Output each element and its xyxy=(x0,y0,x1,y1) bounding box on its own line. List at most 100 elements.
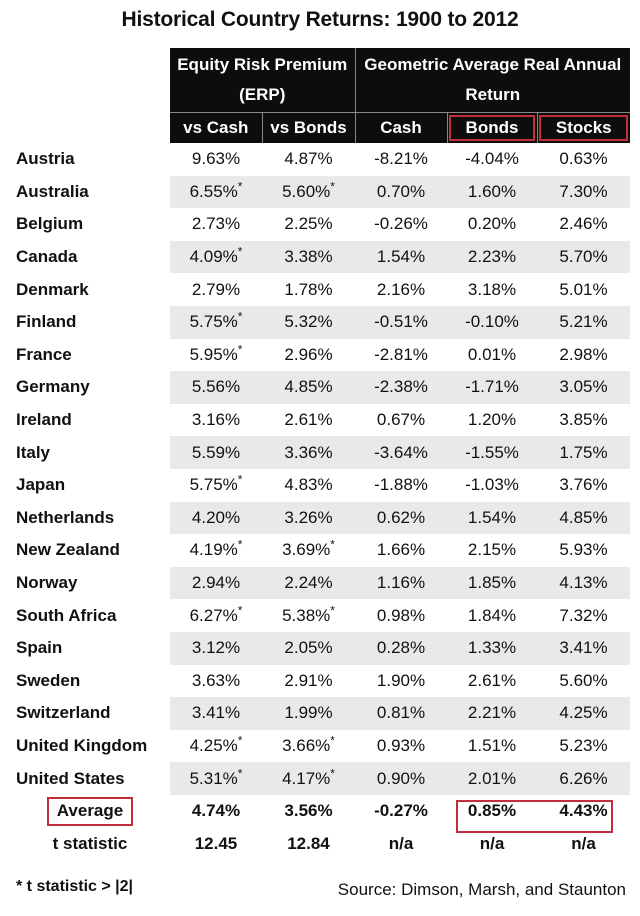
cell-bonds: 1.51% xyxy=(447,730,537,763)
country-name: Italy xyxy=(16,442,51,462)
cell-value: 1.66% xyxy=(376,540,426,560)
cell-vs-bonds: 4.85% xyxy=(262,371,355,404)
country-name: Japan xyxy=(16,475,66,495)
cell-vs-bonds: 2.24% xyxy=(262,566,355,600)
cell-stocks: 1.75% xyxy=(537,436,631,469)
cell-value: 2.61% xyxy=(467,670,517,690)
significance-star: * xyxy=(237,179,243,194)
cell-stocks: 3.05% xyxy=(537,371,631,404)
cell-cash: -0.51% xyxy=(355,305,447,339)
country-name: Germany xyxy=(16,377,90,397)
cell-cash: 0.62% xyxy=(355,501,447,535)
cell-value: 6.55% xyxy=(189,181,238,201)
cell-vs-bonds: 2.96% xyxy=(262,339,355,372)
table-row: Norway 2.94% 2.24% 1.16% 1.85% 4.13% xyxy=(10,566,631,600)
cell-value: 5.32% xyxy=(284,312,333,332)
country-name: Ireland xyxy=(16,410,72,430)
country-name: Australia xyxy=(16,181,89,201)
cell-vs-cash: 6.55%* xyxy=(170,175,262,209)
cell-value: 5.21% xyxy=(559,312,608,332)
table-row: France 5.95%* 2.96% -2.81% 0.01% 2.98% xyxy=(10,339,630,372)
cell-stocks: 3.76% xyxy=(537,469,630,502)
cell-value: -0.10% xyxy=(465,312,519,332)
cell-value: 5.38% xyxy=(282,605,331,625)
cell-value: 2.21% xyxy=(467,703,517,723)
cell-value: -0.51% xyxy=(374,312,428,332)
cell-value: 1.78% xyxy=(284,279,333,299)
cell-stocks: 5.01% xyxy=(537,273,630,306)
cell-value: 9.63% xyxy=(191,149,241,169)
cell-value: 2.98% xyxy=(559,344,608,364)
country-name: Norway xyxy=(16,573,78,593)
cell-value: -4.04% xyxy=(465,149,519,169)
cell-stocks: 3.41% xyxy=(537,631,631,665)
cell-vs-cash: 5.75%* xyxy=(170,305,262,339)
significance-star: * xyxy=(330,733,335,748)
cell-stocks: 5.23% xyxy=(537,730,630,763)
cell-value: 1.51% xyxy=(467,735,517,755)
table-row: Canada 4.09%* 3.38% 1.54% 2.23% 5.70% xyxy=(10,240,631,274)
cell-value: 1.54% xyxy=(467,507,517,527)
average-vs-cash: 4.74% xyxy=(191,801,241,821)
cell-vs-cash: 4.20% xyxy=(170,501,262,535)
cell-value: 3.41% xyxy=(191,703,241,723)
table-row: South Africa 6.27%* 5.38%* 0.98% 1.84% 7.32% xyxy=(10,599,630,632)
average-label-cell: Average xyxy=(10,795,170,828)
significance-star: * xyxy=(237,602,243,617)
cell-value: 1.90% xyxy=(376,670,426,690)
cell-cash: -3.64% xyxy=(355,436,447,469)
cell-cash: -2.38% xyxy=(355,371,447,404)
table-row: Belgium 2.73% 2.25% -0.26% 0.20% 2.46% xyxy=(10,208,630,241)
significance-star: * xyxy=(237,472,243,487)
cell-value: 1.75% xyxy=(559,442,608,462)
column-header-vs-cash: vs Cash xyxy=(170,112,262,143)
cell-value: 3.05% xyxy=(559,377,608,397)
cell-vs-cash: 3.12% xyxy=(170,631,262,665)
cell-value: 0.62% xyxy=(376,507,426,527)
table-row: Spain 3.12% 2.05% 0.28% 1.33% 3.41% xyxy=(10,631,631,665)
cell-cash: 0.67% xyxy=(355,404,447,437)
cell-vs-cash: 2.94% xyxy=(170,566,262,600)
cell-value: 1.16% xyxy=(376,573,426,593)
significance-star: * xyxy=(237,244,243,259)
country-name: Sweden xyxy=(16,670,81,690)
cell-cash: 0.98% xyxy=(355,599,447,632)
country-name: Austria xyxy=(16,149,75,169)
footnote: * t statistic > |2| xyxy=(16,878,133,895)
cell-vs-bonds: 4.83% xyxy=(262,469,355,502)
cell-value: 3.36% xyxy=(284,442,333,462)
cell-value: 1.33% xyxy=(467,638,517,658)
cell-vs-cash: 5.31%* xyxy=(170,762,262,795)
cell-value: 3.69% xyxy=(282,540,331,560)
significance-star: * xyxy=(237,537,243,552)
cell-value: -1.88% xyxy=(374,475,428,495)
cell-vs-bonds: 3.66%* xyxy=(262,730,355,763)
cell-vs-cash: 3.41% xyxy=(170,697,262,730)
cell-vs-bonds: 5.38%* xyxy=(262,599,355,632)
table-row: Switzerland 3.41% 1.99% 0.81% 2.21% 4.25% xyxy=(10,697,631,730)
cell-value: 0.70% xyxy=(376,181,426,201)
country-name: Netherlands xyxy=(16,507,115,527)
cell-bonds: -0.10% xyxy=(447,305,537,339)
cell-cash: 1.90% xyxy=(355,665,447,698)
cell-cash: 1.16% xyxy=(355,566,447,600)
table-row: Netherlands 4.20% 3.26% 0.62% 1.54% 4.85% xyxy=(10,501,631,535)
cell-value: 1.54% xyxy=(376,247,426,267)
cell-stocks: 5.93% xyxy=(537,534,630,567)
cell-value: 4.20% xyxy=(191,507,241,527)
cell-value: -2.81% xyxy=(374,344,428,364)
cell-stocks: 2.98% xyxy=(537,339,630,372)
cell-value: 7.32% xyxy=(559,605,608,625)
table-row: Germany 5.56% 4.85% -2.38% -1.71% 3.05% xyxy=(10,371,631,404)
cell-vs-bonds: 4.17%* xyxy=(262,762,355,795)
cell-value: 3.76% xyxy=(559,475,608,495)
cell-vs-bonds: 2.61% xyxy=(262,404,355,437)
cell-value: 2.23% xyxy=(467,247,517,267)
cell-value: 1.60% xyxy=(467,181,517,201)
cell-value: 3.16% xyxy=(191,410,241,430)
cell-stocks: 3.85% xyxy=(537,404,630,437)
cell-value: -1.55% xyxy=(465,442,519,462)
cell-value: 2.24% xyxy=(284,573,333,593)
header-group-erp: Equity Risk Premium (ERP) xyxy=(170,48,355,113)
column-header-cash: Cash xyxy=(354,112,447,143)
